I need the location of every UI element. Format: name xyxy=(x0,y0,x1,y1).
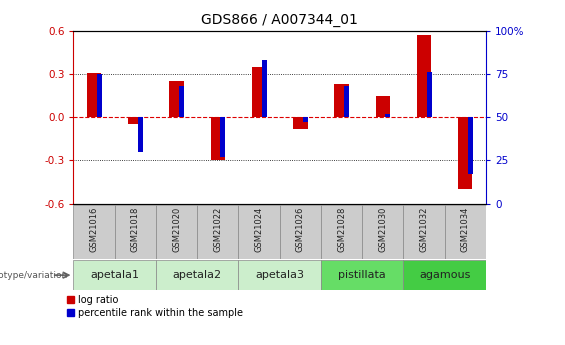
Text: GSM21022: GSM21022 xyxy=(214,207,222,252)
Bar xyxy=(385,114,390,117)
Bar xyxy=(417,36,431,117)
Text: GSM21032: GSM21032 xyxy=(420,207,428,252)
Bar xyxy=(334,84,349,117)
Bar xyxy=(238,205,280,259)
Bar xyxy=(262,60,267,117)
Text: GSM21024: GSM21024 xyxy=(255,207,263,252)
Bar xyxy=(403,260,486,290)
Bar xyxy=(128,117,142,125)
Bar xyxy=(403,205,445,259)
Bar xyxy=(156,260,238,290)
Bar xyxy=(376,96,390,117)
Title: GDS866 / A007344_01: GDS866 / A007344_01 xyxy=(201,13,358,27)
Text: agamous: agamous xyxy=(419,270,470,280)
Bar xyxy=(303,117,308,122)
Bar xyxy=(87,73,101,117)
Bar xyxy=(321,205,362,259)
Text: pistillata: pistillata xyxy=(338,270,386,280)
Text: GSM21026: GSM21026 xyxy=(296,207,305,252)
Bar xyxy=(362,205,403,259)
Bar xyxy=(344,86,349,117)
Bar xyxy=(156,205,197,259)
Bar xyxy=(427,72,432,117)
Bar xyxy=(280,205,321,259)
Text: apetala1: apetala1 xyxy=(90,270,139,280)
Bar xyxy=(73,205,115,259)
Text: apetala2: apetala2 xyxy=(173,270,221,280)
Text: GSM21016: GSM21016 xyxy=(90,207,98,252)
Text: GSM21034: GSM21034 xyxy=(461,207,470,252)
Text: GSM21028: GSM21028 xyxy=(337,207,346,252)
Bar xyxy=(252,67,266,117)
Bar xyxy=(138,117,143,152)
Bar xyxy=(321,260,403,290)
Text: GSM21018: GSM21018 xyxy=(131,207,140,252)
Bar xyxy=(293,117,307,129)
Bar xyxy=(97,74,102,117)
Text: GSM21030: GSM21030 xyxy=(379,207,387,252)
Bar xyxy=(445,205,486,259)
Bar xyxy=(238,260,321,290)
Text: genotype/variation: genotype/variation xyxy=(0,270,68,280)
Text: GSM21020: GSM21020 xyxy=(172,207,181,252)
Bar xyxy=(73,260,156,290)
Bar xyxy=(170,81,184,117)
Legend: log ratio, percentile rank within the sample: log ratio, percentile rank within the sa… xyxy=(67,295,243,318)
Bar xyxy=(211,117,225,160)
Bar xyxy=(115,205,156,259)
Bar xyxy=(468,117,473,174)
Bar xyxy=(197,205,238,259)
Bar xyxy=(179,86,184,117)
Bar xyxy=(458,117,472,189)
Text: apetala3: apetala3 xyxy=(255,270,304,280)
Bar xyxy=(220,117,225,157)
